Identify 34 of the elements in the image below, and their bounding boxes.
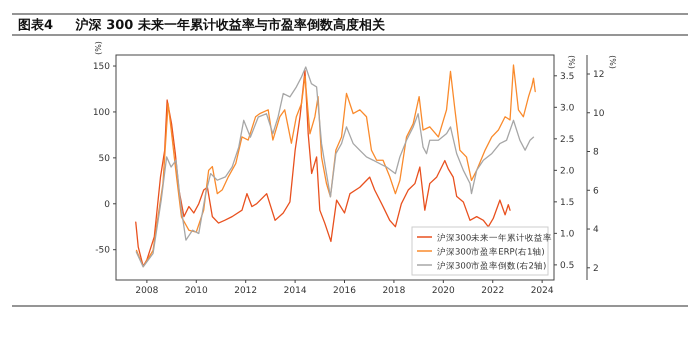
x-tick-label: 2018 <box>382 286 406 296</box>
y3-tick-label: 2 <box>593 264 599 274</box>
chart-title: 图表4 沪深 300 未来一年累计收益率与市盈率倒数高度相关 <box>18 17 386 33</box>
x-tick-label: 2022 <box>481 286 504 296</box>
x-tick-label: 2016 <box>333 286 356 296</box>
y-tick-label: 100 <box>92 108 110 118</box>
y-axis-title: (%) <box>94 41 103 55</box>
y3-tick-label: 10 <box>593 108 605 119</box>
y2-tick-label: 3.5 <box>560 72 574 82</box>
x-tick-label: 2014 <box>284 286 307 296</box>
x-tick-label: 2012 <box>234 286 258 296</box>
y2-tick-label: 1.0 <box>560 229 575 240</box>
y-tick-label: 0 <box>104 200 110 210</box>
y2-tick-label: 1.5 <box>560 198 574 208</box>
y2-tick-label: 2.0 <box>560 166 575 176</box>
y2-tick-label: 0.5 <box>560 260 574 271</box>
x-tick-label: 2020 <box>432 286 456 296</box>
x-tick-label: 2008 <box>135 286 159 296</box>
y-tick-label: -50 <box>95 246 110 256</box>
legend-label: 沪深300市盈率ERP(右1轴) <box>437 246 545 258</box>
y3-axis-title: (%) <box>608 55 617 69</box>
y3-tick-label: 4 <box>593 225 599 236</box>
y-tick-label: 50 <box>98 154 110 164</box>
y-tick-label: 150 <box>92 62 110 72</box>
x-tick-label: 2010 <box>184 286 208 296</box>
y3-tick-label: 12 <box>593 70 604 80</box>
y2-tick-label: 3.0 <box>560 103 575 114</box>
y3-tick-label: 6 <box>593 186 599 196</box>
y3-tick-label: 8 <box>593 148 599 158</box>
y2-axis-title: (%) <box>567 55 576 69</box>
legend-label: 沪深300市盈率倒数(右2轴) <box>437 260 546 272</box>
legend-label: 沪深300未来一年累计收益率 <box>437 232 552 244</box>
x-tick-label: 2024 <box>530 286 554 296</box>
y2-tick-label: 2.5 <box>560 134 574 145</box>
